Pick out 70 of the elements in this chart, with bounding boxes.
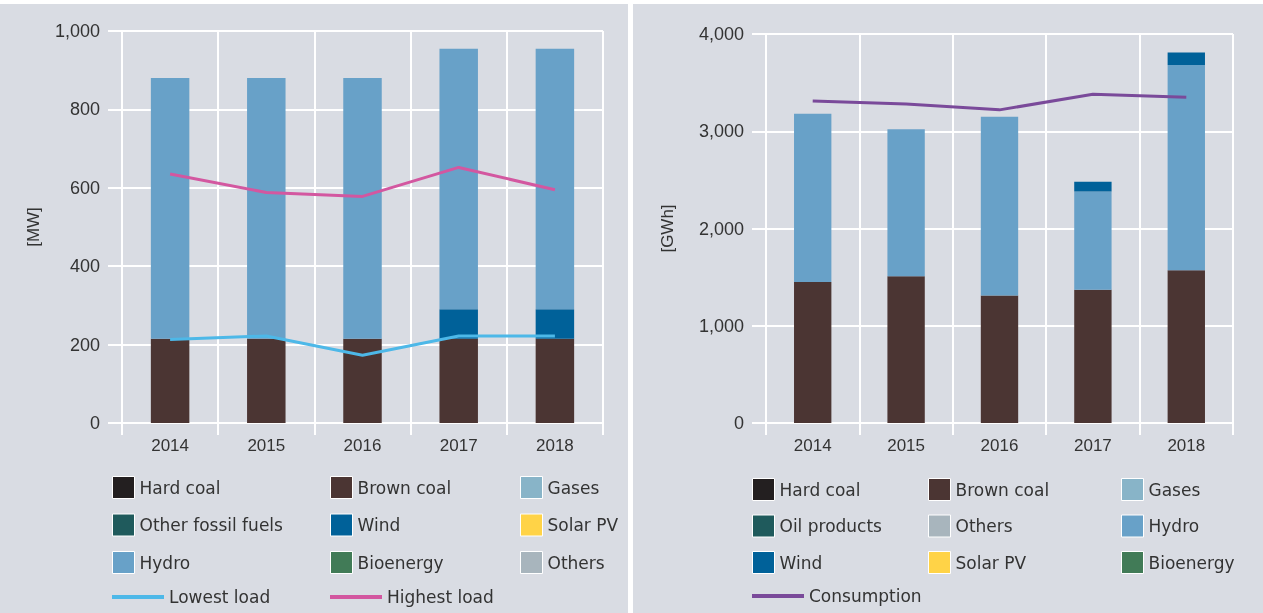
- bar: [247, 78, 286, 339]
- legend-label: Bioenergy: [357, 552, 444, 573]
- x-tick-label: 2018: [535, 436, 574, 455]
- legend-label: Hard coal: [139, 477, 221, 498]
- y-tick-label: 2,000: [698, 218, 744, 239]
- x-tick-label: 2014: [151, 436, 190, 455]
- legend-label: Consumption: [809, 586, 922, 606]
- bar: [247, 338, 286, 423]
- y-tick-label: 200: [69, 334, 100, 355]
- legend-label: Wind: [779, 552, 823, 573]
- legend-label: Wind: [357, 515, 401, 535]
- y-tick-label: 1,000: [54, 21, 100, 41]
- y-tick-label: 0: [89, 413, 100, 433]
- line-series: [811, 92, 1188, 112]
- bar: [794, 281, 832, 423]
- legend-label: Gases: [1148, 479, 1201, 500]
- x-tick-label: 2014: [793, 436, 832, 455]
- bar: [980, 295, 1019, 423]
- bar: [343, 78, 382, 339]
- x-tick-label: 2015: [887, 436, 926, 455]
- legend-label: Gases: [547, 477, 600, 498]
- legend-label: Others: [955, 516, 1013, 536]
- y-axis-title: [GWh]: [658, 204, 677, 253]
- bar: [1167, 52, 1205, 66]
- y-tick-label: 1,000: [698, 315, 744, 336]
- bar: [1074, 181, 1112, 192]
- line-series: [168, 165, 557, 198]
- legend-label: Brown coal: [955, 479, 1050, 500]
- bar: [439, 48, 478, 310]
- bar: [1167, 270, 1205, 423]
- y-tick-label: 600: [69, 177, 100, 198]
- legend-label: Hydro: [1148, 516, 1200, 536]
- x-tick-label: 2015: [247, 436, 286, 455]
- bar: [150, 338, 190, 423]
- bar: [150, 78, 190, 339]
- legend-label: Others: [547, 552, 605, 573]
- x-tick-label: 2016: [980, 436, 1019, 455]
- bar: [535, 338, 575, 423]
- y-axis-title: [MW]: [24, 207, 43, 247]
- legend-label: Oil products: [779, 516, 883, 536]
- x-tick-label: 2016: [343, 436, 382, 455]
- bar: [1167, 65, 1205, 271]
- bar: [535, 309, 575, 339]
- legend-label: Hard coal: [779, 479, 861, 500]
- legend-label: Other fossil fuels: [139, 515, 284, 535]
- y-tick-label: 4,000: [698, 24, 744, 44]
- bar: [887, 276, 925, 423]
- y-tick-label: 400: [69, 256, 100, 277]
- bar: [439, 309, 478, 339]
- legend-label: Bioenergy: [1148, 552, 1235, 573]
- x-tick-label: 2018: [1167, 436, 1206, 455]
- bar: [887, 129, 925, 277]
- bar: [980, 116, 1019, 296]
- bar: [535, 48, 575, 310]
- bar: [343, 338, 382, 423]
- bar: [1074, 191, 1112, 290]
- legend-label: Lowest load: [169, 587, 271, 607]
- legend-label: Solar PV: [547, 515, 619, 535]
- y-tick-label: 0: [733, 413, 744, 433]
- legend-label: Solar PV: [955, 552, 1027, 573]
- bar: [439, 338, 478, 423]
- x-tick-label: 2017: [439, 436, 478, 455]
- bar: [794, 113, 832, 282]
- legend-label: Brown coal: [357, 477, 452, 498]
- y-tick-label: 3,000: [698, 121, 744, 142]
- y-tick-label: 800: [69, 99, 100, 120]
- legend-label: Highest load: [387, 587, 494, 607]
- bar: [1074, 289, 1112, 423]
- legend-label: Hydro: [139, 552, 191, 573]
- x-tick-label: 2017: [1073, 436, 1112, 455]
